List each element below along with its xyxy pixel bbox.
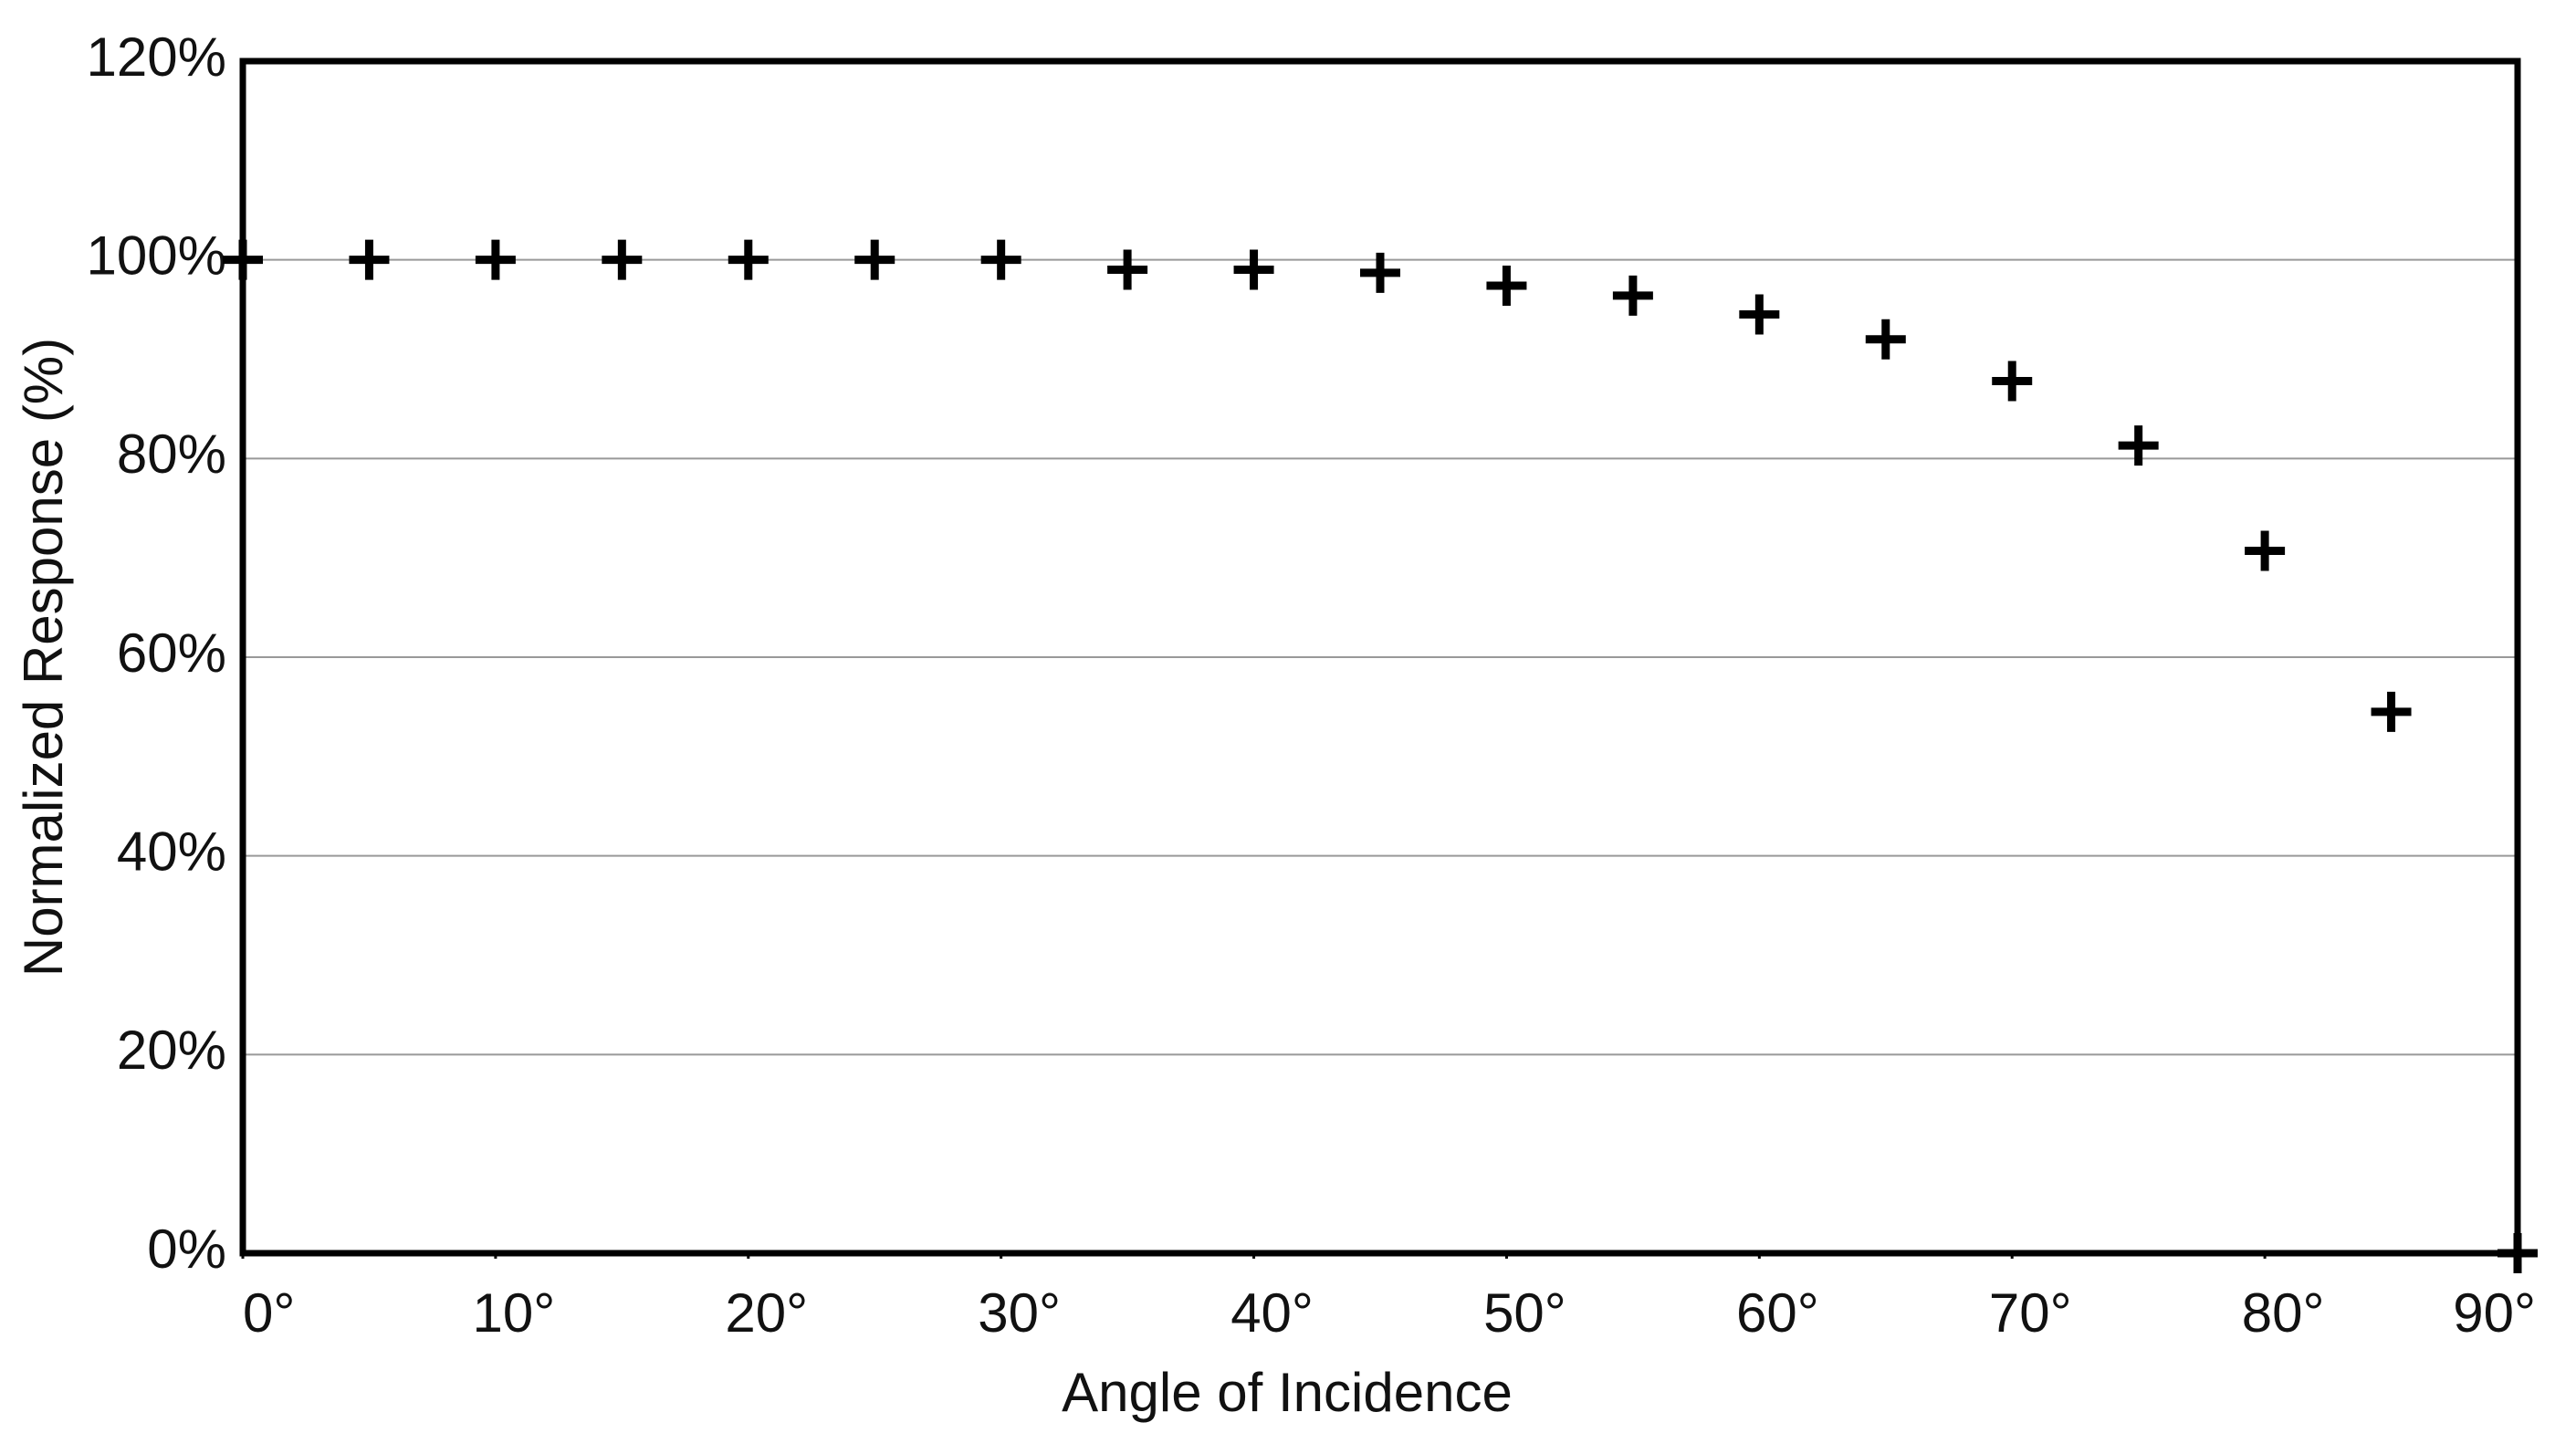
x-tick-label: 0° [243,1282,295,1344]
x-tick-label: 50° [1483,1282,1566,1344]
marker [980,239,1021,280]
x-tick-label: 90° [2453,1282,2536,1344]
marker [1233,249,1274,290]
x-tick-label: 10° [473,1282,556,1344]
marker [223,239,263,280]
marker [1992,361,2033,402]
marker [475,239,516,280]
x-tick-label: 40° [1230,1282,1314,1344]
y-tick-label: 100% [87,225,226,287]
marker [602,239,643,280]
marker [854,239,895,280]
x-tick-label: 30° [978,1282,1061,1344]
plot-frame [239,58,2521,1257]
y-tick-label: 20% [117,1020,226,1081]
x-tick-label: 60° [1736,1282,1819,1344]
x-tick-label: 20° [725,1282,808,1344]
y-tick-label: 120% [87,26,226,88]
marker [2118,425,2159,466]
marker [1107,249,1148,290]
marker [349,239,390,280]
marker [1739,294,1780,335]
marker [2371,691,2412,732]
x-tick-label: 80° [2242,1282,2325,1344]
y-tick-label: 60% [117,622,226,684]
marker [1360,252,1400,293]
marker [1486,265,1527,306]
y-axis-title: Normalized Response (%) [13,338,74,977]
y-tick-label: 80% [117,424,226,485]
y-tick-label: 0% [147,1219,226,1280]
x-tick-label: 70° [1989,1282,2072,1344]
marker [728,239,769,280]
y-tick-label: 40% [117,821,226,883]
marker [2245,530,2286,571]
marker [1612,275,1653,316]
marker [2497,1233,2538,1273]
x-axis-title: Angle of Incidence [1062,1362,1513,1423]
marker [1865,319,1906,360]
